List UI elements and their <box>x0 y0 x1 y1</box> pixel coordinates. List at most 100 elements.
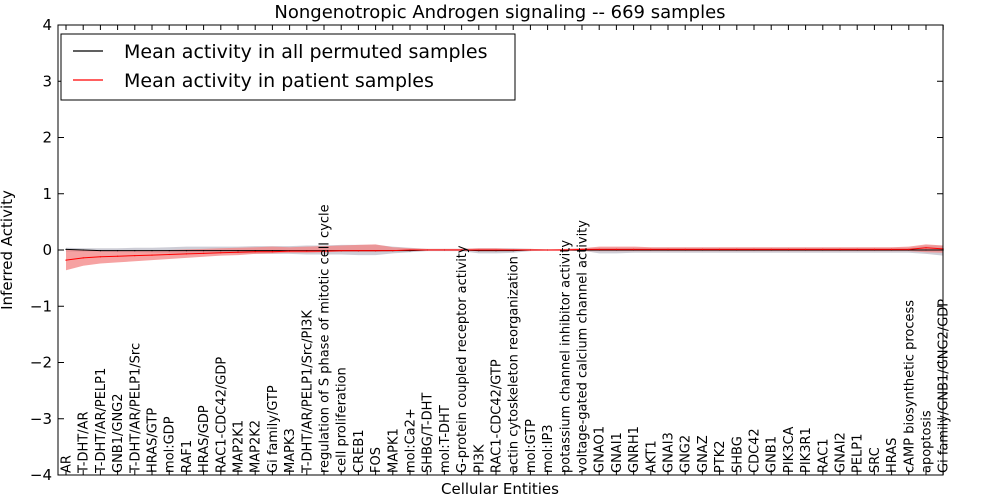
data-point-patient <box>82 257 84 259</box>
legend: Mean activity in all permuted samples Me… <box>60 33 516 101</box>
data-point-permuted <box>925 249 927 251</box>
data-point-permuted <box>237 250 239 252</box>
legend-box <box>60 33 516 101</box>
x-tick-label: HRAS <box>885 438 900 473</box>
data-point-permuted <box>65 248 67 250</box>
plot-frame <box>57 24 944 476</box>
x-tick-label: Gi family/GNB1/GNG2/GDP <box>937 299 952 473</box>
x-tick-label: GNAZ <box>696 435 711 473</box>
data-point-patient <box>289 250 291 252</box>
y-tick-label: −3 <box>30 410 52 428</box>
y-tick-label: 1 <box>42 185 52 203</box>
x-tick-label: G-protein coupled receptor activity <box>455 245 470 473</box>
x-tick-label: SRC <box>868 447 883 473</box>
data-point-patient <box>168 253 170 256</box>
x-tick-label: AKT1 <box>644 440 659 473</box>
x-tick-label: GNB1/GNG2 <box>111 393 126 473</box>
data-point-permuted <box>220 250 222 252</box>
y-tick-label: 4 <box>42 16 52 34</box>
x-tick-label: Gi family/GTP <box>266 385 281 473</box>
data-point-patient <box>271 251 273 253</box>
data-point-patient <box>340 250 342 252</box>
data-point-patient <box>529 249 532 251</box>
data-point-patient <box>185 253 187 255</box>
data-point-patient <box>237 251 239 253</box>
x-tick-label: GNAO1 <box>593 426 608 473</box>
x-tick-label: GNB1 <box>765 436 780 473</box>
x-tick-label: RAF1 <box>180 440 195 473</box>
data-point-permuted <box>271 250 273 252</box>
x-tick-label: T-DHT/AR <box>77 412 92 474</box>
x-axis-label: Cellular Entities <box>441 480 559 498</box>
data-point-permuted <box>117 250 119 252</box>
x-tick-label: RAC1-CDC42/GDP <box>214 357 229 473</box>
data-point-patient <box>461 249 463 251</box>
data-point-patient <box>409 249 411 251</box>
x-tick-label: MAPK3 <box>283 428 298 473</box>
data-point-patient <box>357 250 359 252</box>
x-tick-label: mol:GDP <box>163 416 178 473</box>
x-tick-label: GNAI1 <box>610 432 625 473</box>
x-tick-label: MAPK1 <box>386 428 401 473</box>
data-point-patient <box>134 255 136 257</box>
data-point-patient <box>306 250 308 252</box>
y-tick-label: −4 <box>30 466 52 484</box>
x-tick-label: PELP1 <box>851 434 866 473</box>
data-point-patient <box>375 250 377 252</box>
data-point-patient <box>650 248 652 250</box>
y-tick-label: −2 <box>30 354 52 372</box>
x-tick-label: cell proliferation <box>335 367 350 473</box>
data-point-patient <box>719 248 721 250</box>
x-tick-label: AR <box>60 455 75 473</box>
x-tick-label: HRAS/GTP <box>146 408 161 473</box>
x-tick-label: PTK2 <box>713 440 728 473</box>
data-point-patient <box>598 248 600 250</box>
data-point-patient <box>426 249 428 251</box>
x-tick-label: GNAI2 <box>834 432 849 473</box>
x-tick-label: SHBG/T-DHT <box>421 393 436 473</box>
data-point-patient <box>220 252 222 254</box>
x-tick-label: HRAS/GDP <box>197 405 212 473</box>
data-point-patient <box>323 250 325 252</box>
data-point-patient <box>512 249 514 251</box>
data-point-patient <box>581 248 583 250</box>
x-tick-label: MAP2K2 <box>249 420 264 473</box>
data-point-patient <box>925 247 927 249</box>
x-axis-ticks: AR T-DHT/AR T-DHT/AR/PELP1 GNB1/GNG2 T-DHT/A… <box>60 25 952 475</box>
x-tick-label: SHBG <box>730 436 745 473</box>
y-axis-ticks: −4 −3 −2 −1 0 1 2 3 4 <box>30 16 943 484</box>
x-tick-label: T-DHT/AR/PELP1/Src <box>128 343 143 474</box>
y-axis-label: Inferred Activity <box>0 190 16 310</box>
x-tick-label: cAMP biosynthetic process <box>902 300 917 473</box>
data-point-patient <box>770 248 772 250</box>
data-point-patient <box>701 248 704 250</box>
data-point-patient <box>65 259 67 261</box>
data-point-patient <box>254 251 256 253</box>
y-tick-label: 2 <box>42 129 52 147</box>
x-tick-label: actin cytoskeleton reorganization <box>507 256 522 473</box>
y-tick-label: −1 <box>30 297 52 315</box>
data-point-patient <box>787 248 790 250</box>
x-tick-label: MAP2K1 <box>232 420 247 473</box>
x-tick-label: RAC1 <box>816 438 831 473</box>
data-point-patient <box>633 248 635 250</box>
x-tick-label: mol:GTP <box>524 419 539 473</box>
data-point-permuted <box>203 250 205 252</box>
data-point-patient <box>478 249 480 251</box>
x-tick-label: mol:IP3 <box>541 424 556 473</box>
x-tick-label: GNG2 <box>679 435 694 473</box>
data-point-patient <box>856 248 858 250</box>
data-point-permuted <box>254 250 256 252</box>
data-point-patient <box>736 248 738 250</box>
legend-label-patient: Mean activity in patient samples <box>124 70 434 92</box>
data-point-patient <box>805 248 807 250</box>
data-point-patient <box>99 256 101 258</box>
data-point-patient <box>667 248 669 250</box>
x-tick-label: regulation of S phase of mitotic cell cy… <box>318 204 333 473</box>
series-lines <box>65 247 944 261</box>
data-point-patient <box>443 249 445 251</box>
data-point-patient <box>753 248 755 250</box>
data-point-permuted <box>151 250 153 252</box>
x-tick-label: CDC42 <box>748 428 763 473</box>
